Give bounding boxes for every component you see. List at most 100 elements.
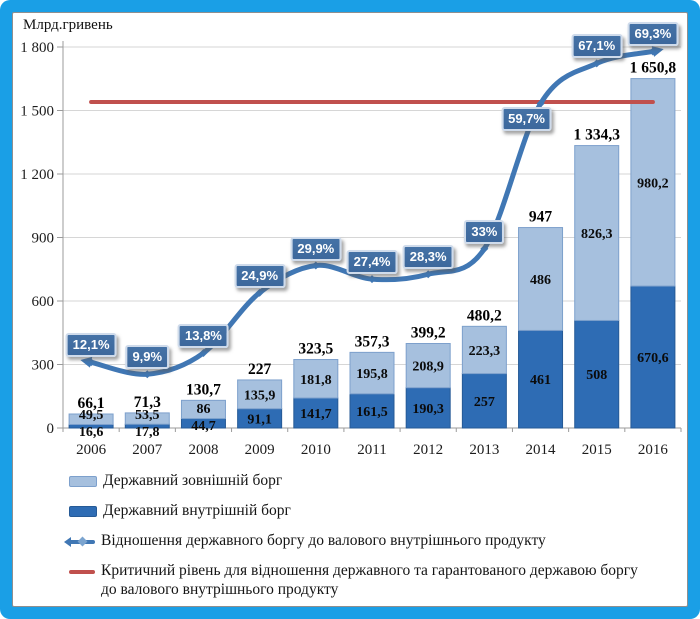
percent-callout-2007: 9,9% (125, 345, 170, 370)
x-category-label: 2009 (245, 442, 275, 458)
internal-value-label: 91,1 (247, 412, 272, 427)
legend-item-external-debt: Державний зовнішній борг (69, 472, 669, 491)
bar-segment-internal-2015 (574, 319, 620, 429)
total-value-label: 1 650,8 (630, 60, 677, 77)
internal-value-label: 141,7 (300, 407, 332, 422)
total-value-label: 399,2 (411, 325, 446, 342)
external-value-label: 181,8 (300, 373, 332, 388)
line-point-marker-2015 (592, 59, 601, 68)
external-value-label: 86 (196, 402, 210, 417)
bar-segment-external-2006 (68, 413, 114, 425)
line-end-arrow-icon (651, 46, 664, 57)
percent-callout-2010: 29,9% (290, 236, 342, 261)
bar-segment-external-2008 (180, 399, 226, 420)
external-value-label: 53,5 (135, 408, 160, 423)
internal-value-label: 16,6 (79, 425, 104, 440)
external-value-label: 826,3 (581, 227, 613, 242)
external-value-label: 980,2 (637, 176, 669, 191)
percent-callout-2006: 12,1% (65, 333, 117, 358)
external-value-label: 195,8 (356, 367, 388, 382)
bar-segment-external-2014 (518, 227, 564, 331)
percent-callout-2014: 59,7% (501, 106, 552, 131)
bar-segment-external-2016 (630, 78, 676, 287)
line-start-arrow-icon (80, 356, 93, 368)
total-value-label: 357,3 (355, 333, 390, 350)
line-point-marker-2012 (424, 270, 433, 279)
external-debt-swatch-icon (69, 476, 97, 487)
total-value-label: 323,5 (298, 341, 333, 358)
percent-callout-2013: 33% (464, 219, 505, 244)
external-value-label: 223,3 (469, 344, 501, 359)
y-tick-label: 1 800 (20, 40, 54, 56)
total-value-label: 480,2 (467, 307, 502, 324)
x-category-label: 2010 (301, 442, 331, 458)
internal-value-label: 190,3 (412, 402, 444, 417)
bar-segment-internal-2011 (349, 393, 395, 429)
total-value-label: 947 (529, 209, 553, 226)
total-value-label: 1 334,3 (573, 127, 620, 144)
legend-label: Критичний рівень для відношення державно… (101, 561, 638, 598)
line-point-marker-2007 (143, 370, 152, 379)
x-category-label: 2016 (638, 442, 669, 458)
legend-item-internal-debt: Державний внутрішній борг (69, 502, 669, 521)
internal-value-label: 461 (530, 373, 551, 388)
percent-callout-2009: 24,9% (234, 263, 286, 288)
internal-value-label: 670,6 (637, 351, 669, 366)
bar-segment-external-2009 (237, 379, 283, 410)
bar-segment-external-2007 (124, 412, 170, 425)
total-value-label: 130,7 (186, 381, 221, 398)
y-tick-label: 600 (32, 294, 55, 310)
external-value-label: 49,5 (79, 408, 104, 423)
legend-item-critical-level: Критичний рівень для відношення державно… (69, 562, 669, 600)
line-point-marker-2008 (199, 349, 208, 358)
y-tick-label: 900 (32, 231, 55, 247)
y-tick-label: 1 500 (20, 104, 54, 120)
x-category-label: 2008 (188, 442, 218, 458)
bar-segment-external-2011 (349, 351, 395, 395)
legend-item-debt-to-gdp-line: Відношення державного боргу до валового … (64, 531, 669, 551)
internal-debt-swatch-icon (69, 505, 97, 517)
bar-segment-external-2010 (293, 359, 339, 399)
internal-value-label: 508 (586, 368, 607, 383)
critical-line-marker-icon (69, 569, 95, 574)
ratio-line-marker-icon (64, 536, 95, 547)
legend-label: Державний внутрішній борг (103, 501, 291, 519)
internal-value-label: 257 (474, 395, 495, 410)
bar-segment-internal-2013 (461, 373, 507, 429)
percent-callout-2015: 67,1% (571, 34, 623, 59)
line-point-marker-2011 (368, 275, 376, 284)
internal-value-label: 17,8 (135, 425, 160, 440)
percent-callout-2016: 69,3% (627, 22, 679, 47)
x-category-label: 2014 (526, 442, 557, 458)
y-tick-label: 0 (47, 421, 55, 437)
legend-label: Державний зовнішній борг (103, 472, 283, 489)
external-value-label: 135,9 (244, 388, 276, 403)
percent-callout-2008: 13,8% (178, 324, 229, 349)
total-value-label: 66,1 (78, 395, 105, 412)
percent-callout-2011: 27,4% (346, 250, 398, 275)
total-value-label: 227 (248, 361, 272, 378)
legend: Державний зовнішній борг Державний внутр… (64, 469, 669, 600)
x-category-label: 2015 (582, 442, 612, 458)
chart-panel: Млрд.гривень 0 300 600 900 1 200 1 500 1 800 49… (12, 12, 688, 607)
bar-segment-internal-2012 (405, 387, 451, 429)
legend-label: Відношення державного боргу до валового … (101, 531, 546, 549)
bar-segment-internal-2010 (293, 397, 339, 429)
percent-callout-2012: 28,3% (402, 245, 454, 270)
y-tick-label: 300 (32, 358, 55, 374)
percent-callout-layer: 12,1% 9,9% 13,8% 24,9% 29,9% 27,4% 28,3% 33% 59,… (13, 13, 687, 465)
total-value-label: 71,3 (134, 394, 161, 411)
line-point-marker-2010 (311, 261, 320, 270)
internal-value-label: 161,5 (356, 405, 388, 420)
internal-value-label: 44,7 (191, 419, 216, 434)
external-value-label: 486 (530, 273, 551, 288)
external-value-label: 208,9 (412, 360, 444, 375)
y-axis-title: Млрд.гривень (23, 17, 113, 33)
x-category-label: 2006 (76, 442, 107, 458)
x-category-label: 2013 (469, 442, 499, 458)
line-point-marker-2013 (480, 244, 489, 253)
line-point-marker-2014 (536, 99, 545, 108)
x-category-label: 2012 (413, 442, 443, 458)
